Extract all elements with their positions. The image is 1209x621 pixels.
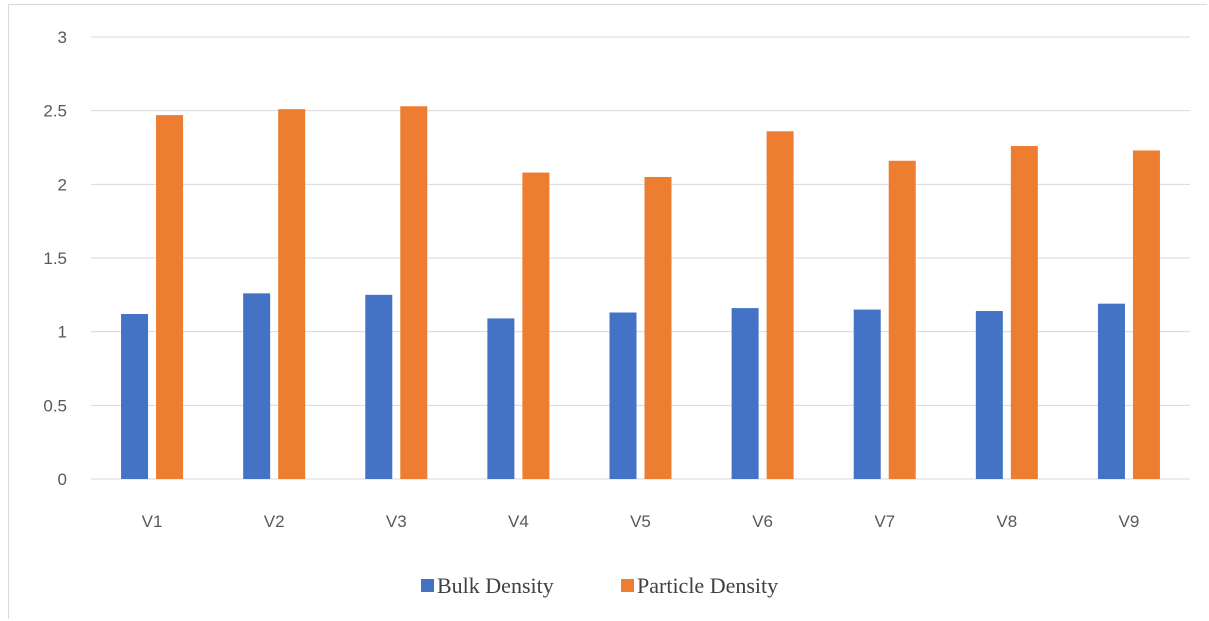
- x-tick-label: V7: [874, 512, 895, 531]
- y-tick-label: 1: [58, 323, 67, 342]
- bars: [121, 106, 1160, 480]
- bar-particle-density-v5: [644, 176, 672, 479]
- bar-particle-density-v8: [1010, 146, 1038, 479]
- bar-bulk-density-v1: [121, 313, 149, 479]
- bar-bulk-density-v5: [609, 312, 637, 479]
- legend-swatch-particle-density: [621, 579, 634, 592]
- bar-particle-density-v6: [766, 131, 794, 479]
- bar-bulk-density-v9: [1097, 303, 1125, 479]
- legend-swatch-bulk-density: [421, 579, 434, 592]
- x-tick-label: V6: [752, 512, 773, 531]
- bar-bulk-density-v6: [731, 308, 759, 479]
- bar-bulk-density-v3: [365, 294, 393, 479]
- legend-label-bulk-density: Bulk Density: [437, 573, 554, 598]
- bar-bulk-density-v4: [487, 318, 515, 479]
- y-tick-label: 0.5: [43, 396, 67, 415]
- bar-particle-density-v9: [1132, 150, 1160, 480]
- x-tick-label: V8: [996, 512, 1017, 531]
- y-tick-label: 0: [58, 470, 67, 489]
- bar-particle-density-v1: [156, 115, 184, 479]
- x-axis-tick-labels: V1 V2 V3 V4 V5 V6 V7 V8 V9: [142, 512, 1140, 531]
- bar-particle-density-v3: [400, 106, 428, 479]
- bar-particle-density-v7: [888, 160, 916, 479]
- chart-frame: [8, 4, 1207, 619]
- gridlines: [91, 36, 1190, 480]
- y-tick-label: 1.5: [43, 249, 67, 268]
- y-tick-label: 2: [58, 175, 67, 194]
- x-tick-label: V3: [386, 512, 407, 531]
- bar-particle-density-v2: [278, 109, 306, 480]
- bar-bulk-density-v2: [243, 293, 271, 479]
- x-tick-label: V4: [508, 512, 529, 531]
- y-tick-label: 2.5: [43, 102, 67, 121]
- y-axis-tick-labels: 0 0.5 1 1.5 2 2.5 3: [43, 28, 67, 489]
- x-tick-label: V9: [1119, 512, 1140, 531]
- y-tick-label: 3: [58, 28, 67, 47]
- x-tick-label: V1: [142, 512, 163, 531]
- x-tick-label: V2: [264, 512, 285, 531]
- bar-particle-density-v4: [522, 172, 550, 479]
- legend: Bulk Density Particle Density: [421, 573, 778, 598]
- bar-bulk-density-v7: [853, 309, 881, 479]
- bar-bulk-density-v8: [975, 311, 1003, 479]
- x-tick-label: V5: [630, 512, 651, 531]
- legend-label-particle-density: Particle Density: [637, 573, 778, 598]
